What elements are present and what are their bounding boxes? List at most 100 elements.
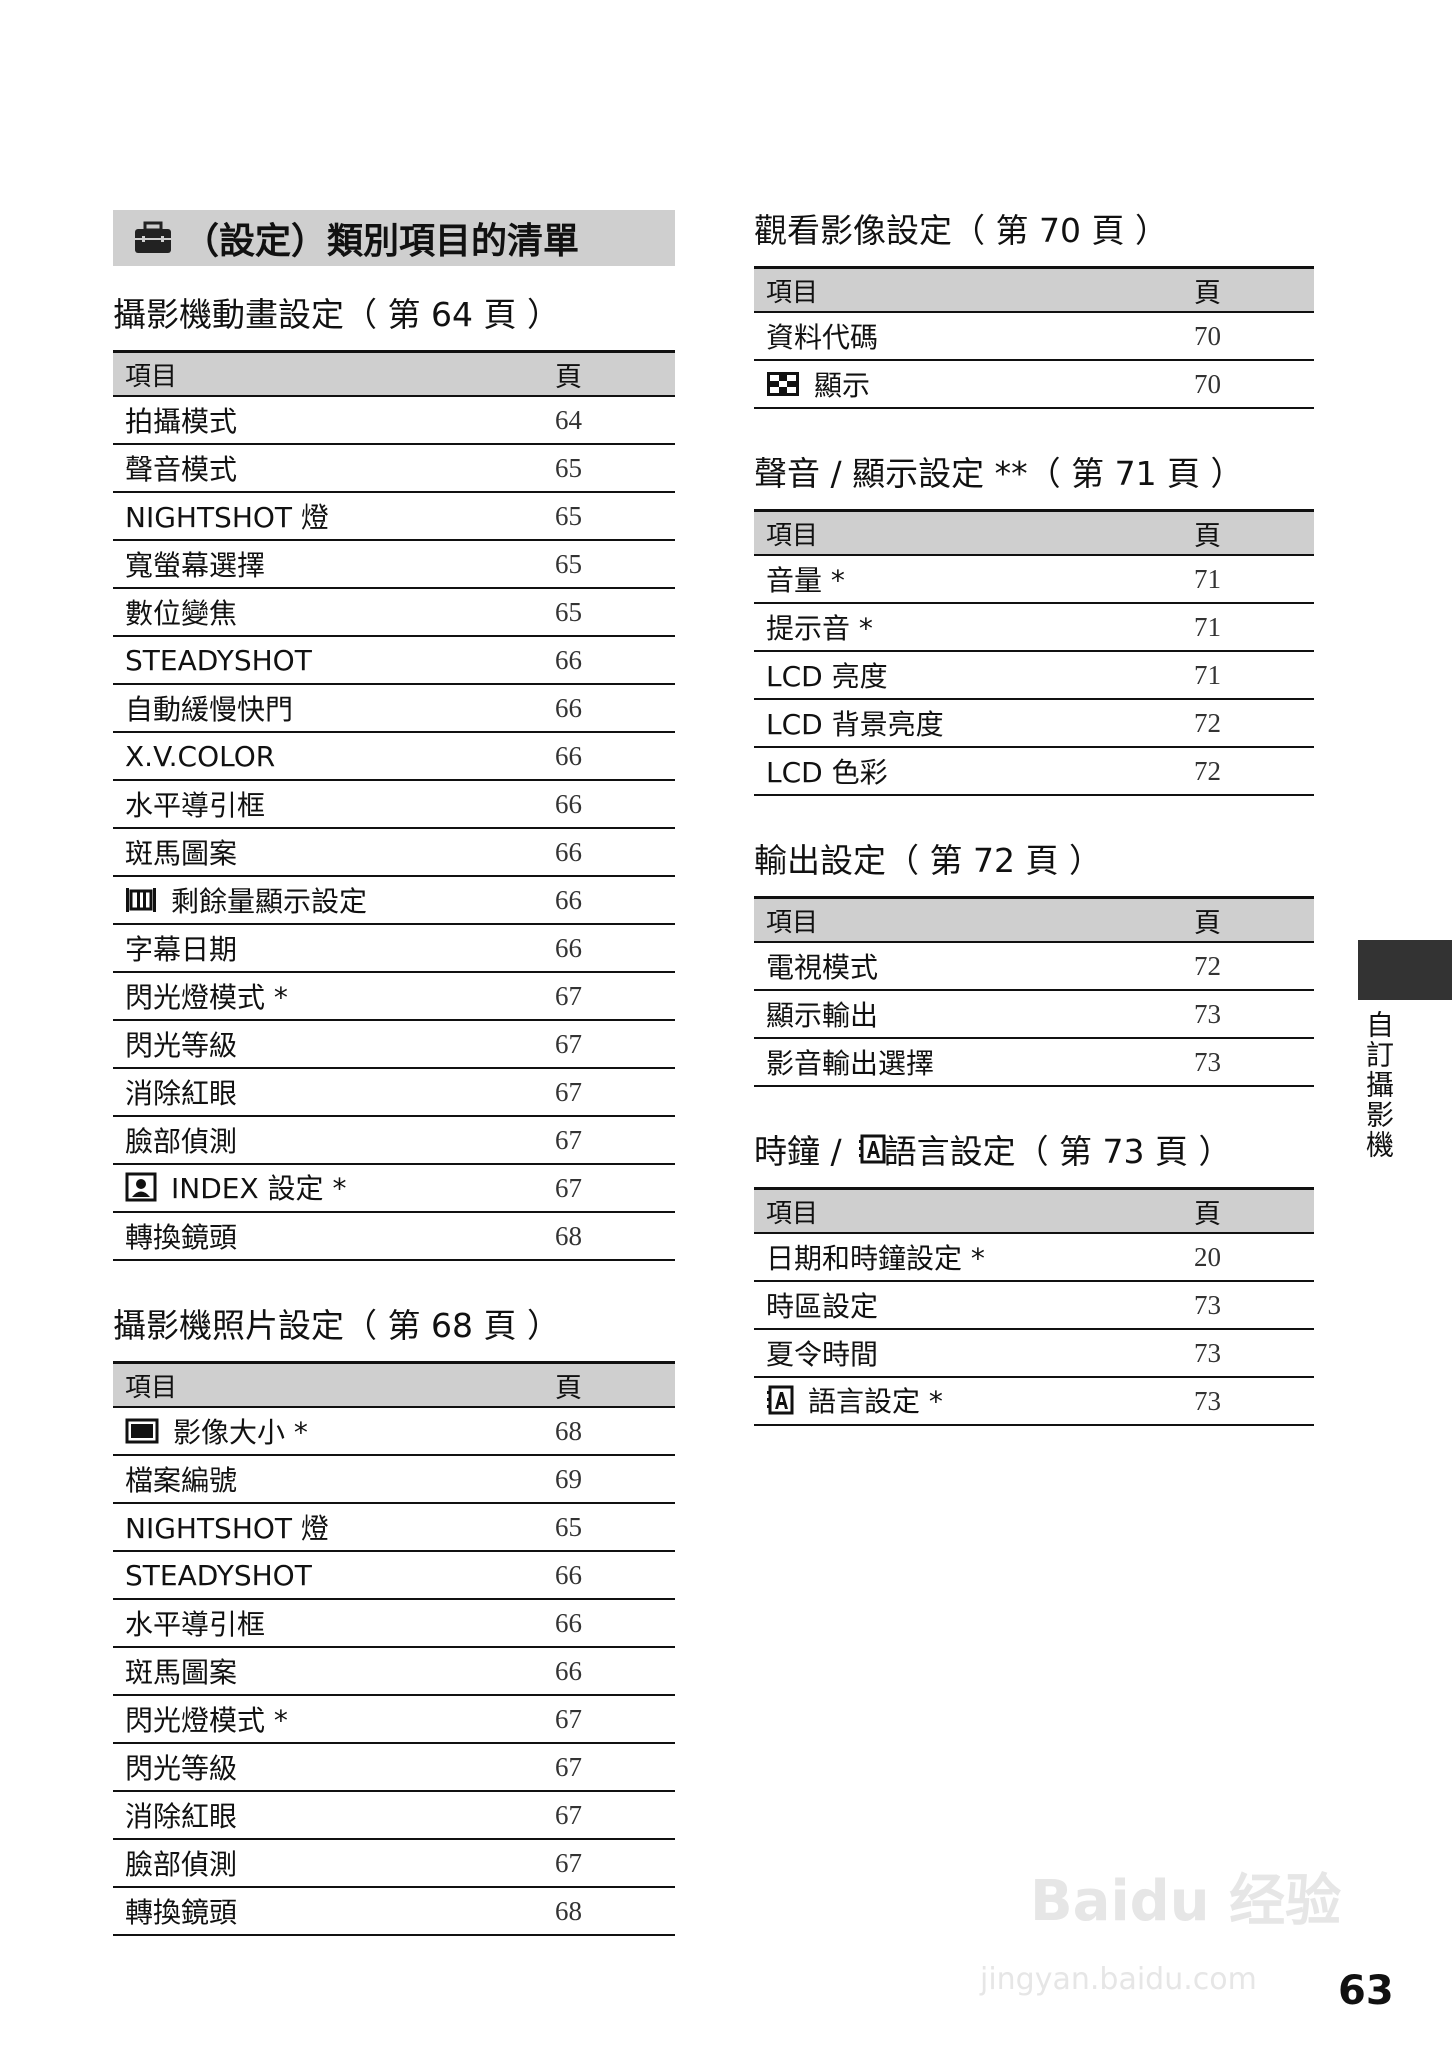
page-cell: 67	[543, 1068, 675, 1117]
language-icon	[766, 1385, 794, 1422]
item-label: 字幕日期	[125, 933, 238, 966]
column-header-page: 頁	[543, 350, 675, 397]
watermark-logo: Baidu 经验	[1030, 1869, 1342, 1934]
page-cell: 67	[543, 1695, 675, 1744]
table-header-row: 項目頁	[754, 509, 1314, 556]
table-row: 音量 * 71	[754, 555, 1314, 604]
item-label: LCD 亮度	[766, 660, 888, 693]
item-cell: 檔案編號	[113, 1455, 543, 1504]
table-row: 聲音模式 65	[113, 444, 675, 493]
item-cell: 影音輸出選擇	[754, 1038, 1182, 1087]
column-header-item: 項目	[754, 1187, 1182, 1234]
page-cell: 67	[543, 1164, 675, 1213]
table-row: 提示音 * 71	[754, 603, 1314, 652]
section-heading-text: 聲音 / 顯示設定 **（ 第 71 頁 ）	[754, 454, 1244, 493]
section-heading: 輸出設定（ 第 72 頁 ）	[754, 830, 1314, 886]
table-header-row: 項目頁	[754, 896, 1314, 943]
column-header-item: 項目	[754, 266, 1182, 313]
item-label: 顯示	[814, 369, 871, 402]
page-cell: 64	[543, 396, 675, 445]
table-row: NIGHTSHOT 燈 65	[113, 492, 675, 541]
item-cell: STEADYSHOT	[113, 636, 543, 685]
section-heading-text: 輸出設定（ 第 72 頁 ）	[754, 841, 1102, 880]
page-cell: 72	[1182, 942, 1314, 991]
item-cell: 聲音模式	[113, 444, 543, 493]
item-cell: 提示音 *	[754, 603, 1182, 652]
table-row: 影像大小 * 68	[113, 1407, 675, 1456]
item-cell: 電視模式	[754, 942, 1182, 991]
item-label: 水平導引框	[125, 1608, 266, 1641]
section-heading-text: 時鐘 / 語言設定（ 第 73 頁 ）	[754, 1132, 1232, 1171]
item-label: 聲音模式	[125, 453, 238, 486]
page-cell: 66	[543, 924, 675, 973]
item-label: 轉換鏡頭	[125, 1896, 238, 1929]
item-label: 語言設定 *	[808, 1385, 943, 1419]
page-cell: 66	[543, 876, 675, 925]
right-column: 觀看影像設定（ 第 70 頁 ）項目頁資料代碼 70 顯示 70 聲音 / 顯示設定 *…	[754, 200, 1314, 1426]
settings-table: 項目頁資料代碼 70 顯示 70	[754, 266, 1314, 409]
item-cell: 臉部偵測	[113, 1839, 543, 1888]
page-cell: 65	[543, 540, 675, 589]
face-index-icon	[125, 1172, 157, 1209]
table-row: 剩餘量顯示設定 66	[113, 876, 675, 925]
table-row: 臉部偵測 67	[113, 1839, 675, 1888]
page-cell: 66	[543, 1647, 675, 1696]
item-label: 檔案編號	[125, 1464, 238, 1497]
page-cell: 65	[543, 444, 675, 493]
item-cell: LCD 色彩	[754, 747, 1182, 796]
table-row: 自動緩慢快門 66	[113, 684, 675, 733]
section-heading: 攝影機照片設定（ 第 68 頁 ）	[113, 1295, 675, 1351]
item-label: 斑馬圖案	[125, 837, 238, 870]
page-cell: 71	[1182, 651, 1314, 700]
language-icon	[858, 1134, 886, 1164]
page-cell: 65	[543, 492, 675, 541]
table-row: 閃光等級 67	[113, 1743, 675, 1792]
item-cell: 時區設定	[754, 1281, 1182, 1330]
item-cell: NIGHTSHOT 燈	[113, 492, 543, 541]
watermark-url: jingyan.baidu.com	[980, 1962, 1257, 1997]
table-row: LCD 背景亮度 72	[754, 699, 1314, 748]
table-row: 寬螢幕選擇 65	[113, 540, 675, 589]
side-tab	[1358, 940, 1452, 1000]
item-cell: 消除紅眼	[113, 1791, 543, 1840]
item-label: 日期和時鐘設定 *	[766, 1242, 985, 1275]
table-row: 閃光燈模式 * 67	[113, 972, 675, 1021]
item-cell: 斑馬圖案	[113, 828, 543, 877]
item-label: 夏令時間	[766, 1338, 879, 1371]
page-cell: 73	[1182, 1377, 1314, 1426]
item-cell: 水平導引框	[113, 780, 543, 829]
table-row: 臉部偵測 67	[113, 1116, 675, 1165]
film-battery-icon	[125, 887, 157, 920]
item-cell: 轉換鏡頭	[113, 1887, 543, 1936]
page-cell: 73	[1182, 990, 1314, 1039]
table-row: 拍攝模式 64	[113, 396, 675, 445]
section-heading: 攝影機動畫設定（ 第 64 頁 ）	[113, 284, 675, 340]
settings-section: 聲音 / 顯示設定 **（ 第 71 頁 ）項目頁音量 * 71 提示音 * 71 LC…	[754, 443, 1314, 796]
settings-section: 輸出設定（ 第 72 頁 ） 項目頁電視模式 72 顯示輸出 73 影音輸出選擇 73	[754, 830, 1314, 1087]
table-row: 閃光等級 67	[113, 1020, 675, 1069]
category-title-bar: （設定）類別項目的清單	[113, 210, 675, 266]
table-row: 檔案編號 69	[113, 1455, 675, 1504]
table-header-row: 項目頁	[754, 1187, 1314, 1234]
settings-table: 項目頁音量 * 71 提示音 * 71 LCD 亮度 71 LCD 背景亮度 72 LCD 色彩…	[754, 509, 1314, 796]
item-label: NIGHTSHOT 燈	[125, 501, 329, 534]
item-label: 臉部偵測	[125, 1848, 238, 1881]
table-row: 字幕日期 66	[113, 924, 675, 973]
item-cell: 數位變焦	[113, 588, 543, 637]
table-row: 閃光燈模式 * 67	[113, 1695, 675, 1744]
item-label: NIGHTSHOT 燈	[125, 1512, 329, 1545]
section-heading: 時鐘 / 語言設定（ 第 73 頁 ）	[754, 1121, 1314, 1177]
item-cell: LCD 亮度	[754, 651, 1182, 700]
item-label: 顯示輸出	[766, 999, 879, 1032]
settings-table: 項目頁拍攝模式 64 聲音模式 65 NIGHTSHOT 燈 65 寬螢幕選擇 65 數位變焦 6…	[113, 350, 675, 1261]
settings-table: 項目頁電視模式 72 顯示輸出 73 影音輸出選擇 73	[754, 896, 1314, 1087]
page-cell: 73	[1182, 1038, 1314, 1087]
item-cell: 語言設定 *	[754, 1377, 1182, 1426]
table-row: NIGHTSHOT 燈 65	[113, 1503, 675, 1552]
item-label: 寬螢幕選擇	[125, 549, 266, 582]
item-cell: 寬螢幕選擇	[113, 540, 543, 589]
item-label: 音量 *	[766, 564, 845, 597]
table-row: 消除紅眼 67	[113, 1068, 675, 1117]
item-label: 電視模式	[766, 951, 879, 984]
page-cell: 70	[1182, 360, 1314, 409]
